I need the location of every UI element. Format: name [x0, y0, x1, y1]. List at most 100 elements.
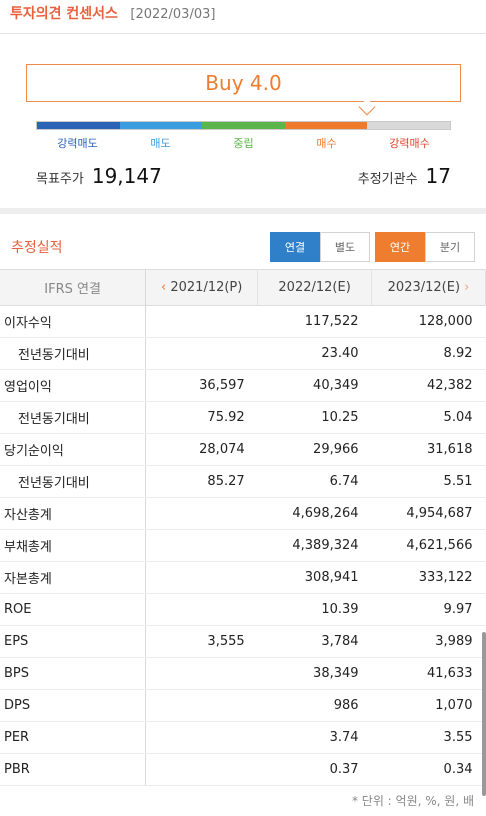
- scale-label: 강력매도: [57, 137, 98, 150]
- row-label: 전년동기대비: [0, 465, 147, 498]
- scale-label: 중립: [233, 137, 254, 150]
- row-label: 이자수익: [0, 305, 147, 338]
- row-label: ROE: [0, 593, 147, 626]
- table-cell: 0.37: [257, 753, 372, 786]
- tab-annual[interactable]: 연간: [375, 232, 425, 262]
- scale-segment: [202, 122, 285, 129]
- tab-separate[interactable]: 별도: [320, 232, 370, 262]
- row-label: EPS: [0, 625, 147, 658]
- row-label: 전년동기대비: [0, 401, 147, 434]
- table-cell: 5.51: [371, 465, 486, 498]
- table-cell: 31,618: [371, 433, 486, 466]
- column-2022: 2022/12(E): [257, 269, 373, 306]
- table-cell: 28,074: [145, 433, 258, 466]
- row-label: 부채총계: [0, 529, 147, 562]
- column-2022-label: 2022/12(E): [278, 280, 351, 295]
- table-cell: [145, 561, 258, 594]
- opinion-scale-labels: 강력매도 매도 중립 매수 강력매수: [36, 135, 451, 151]
- table-row: 전년동기대비 85.27 6.74 5.51: [0, 465, 486, 498]
- basis-toggle: 연결 별도: [270, 232, 370, 262]
- table-header-row: IFRS 연결 ‹ 2021/12(P) 2022/12(E) 2023/12(…: [0, 269, 486, 306]
- table-corner: IFRS 연결: [0, 269, 147, 306]
- table-cell: [145, 657, 258, 690]
- scale-label: 매도: [150, 137, 171, 150]
- analyst-count-value: 17: [425, 164, 451, 188]
- table-cell: 3,784: [257, 625, 372, 658]
- table-cell: 85.27: [145, 465, 258, 498]
- table-row: PER 3.74 3.55: [0, 721, 486, 754]
- target-price: 목표주가 19,147: [36, 164, 162, 188]
- estimates-title: 추정실적: [11, 240, 63, 256]
- scrollbar[interactable]: [482, 632, 486, 796]
- table-cell: 128,000: [371, 305, 486, 338]
- table-cell: [145, 593, 258, 626]
- table-row: PBR 0.37 0.34: [0, 753, 486, 786]
- table-cell: 3,555: [145, 625, 258, 658]
- row-label: 자산총계: [0, 497, 147, 530]
- column-2021-label: 2021/12(P): [170, 280, 243, 295]
- estimates-table: IFRS 연결 ‹ 2021/12(P) 2022/12(E) 2023/12(…: [0, 269, 486, 786]
- table-row: 영업이익 36,597 40,349 42,382: [0, 369, 486, 402]
- tab-consolidated[interactable]: 연결: [270, 232, 320, 262]
- table-cell: [145, 529, 258, 562]
- table-cell: 8.92: [371, 337, 486, 370]
- target-price-value: 19,147: [91, 164, 162, 188]
- table-cell: [145, 753, 258, 786]
- table-cell: 0.34: [371, 753, 486, 786]
- consensus-header: 투자의견 컨센서스 [2022/03/03]: [0, 0, 486, 33]
- chevron-left-icon[interactable]: ‹: [161, 280, 167, 295]
- table-row: 자본총계 308,941 333,122: [0, 561, 486, 594]
- estimates-header: 추정실적 연결 별도 연간 분기: [0, 214, 486, 268]
- consensus-date: [2022/03/03]: [130, 7, 216, 22]
- table-cell: [145, 689, 258, 722]
- table-cell: 308,941: [257, 561, 372, 594]
- table-row: 당기순이익 28,074 29,966 31,618: [0, 433, 486, 466]
- period-toggle: 연간 분기: [375, 232, 475, 262]
- table-cell: 4,954,687: [371, 497, 486, 530]
- table-row: 이자수익 117,522 128,000: [0, 305, 486, 338]
- table-cell: 41,633: [371, 657, 486, 690]
- table-cell: 117,522: [257, 305, 372, 338]
- table-cell: 986: [257, 689, 372, 722]
- section-divider: [0, 208, 486, 214]
- table-cell: 1,070: [371, 689, 486, 722]
- row-label: 자본총계: [0, 561, 147, 594]
- table-cell: 75.92: [145, 401, 258, 434]
- row-label: 전년동기대비: [0, 337, 147, 370]
- analyst-count-label: 추정기관수: [357, 172, 418, 187]
- target-price-label: 목표주가: [36, 172, 84, 187]
- chevron-right-icon[interactable]: ›: [464, 280, 470, 295]
- table-cell: 5.04: [371, 401, 486, 434]
- scale-label: 강력매수: [389, 137, 430, 150]
- analyst-count: 추정기관수 17: [358, 164, 451, 188]
- consensus-panel: Buy 4.0 강력매도 매도 중립 매수 강력매수 목표주가 19,147 추정기관수…: [0, 33, 486, 208]
- table-cell: [145, 337, 258, 370]
- unit-note: * 단위 : 억원, %, 원, 배: [351, 794, 474, 808]
- investment-opinion: Buy 4.0: [26, 64, 461, 102]
- table-cell: 42,382: [371, 369, 486, 402]
- consensus-title: 투자의견 컨센서스: [10, 6, 118, 22]
- table-cell: 4,698,264: [257, 497, 372, 530]
- table-cell: 40,349: [257, 369, 372, 402]
- table-cell: 333,122: [371, 561, 486, 594]
- table-cell: 10.39: [257, 593, 372, 626]
- table-row: EPS 3,555 3,784 3,989: [0, 625, 486, 658]
- row-label: PBR: [0, 753, 147, 786]
- scale-segment: [37, 122, 120, 129]
- table-cell: 6.74: [257, 465, 372, 498]
- opinion-scale-bar: [36, 121, 451, 130]
- tab-quarterly[interactable]: 분기: [425, 232, 475, 262]
- scale-label: 매수: [316, 137, 337, 150]
- row-label: 영업이익: [0, 369, 147, 402]
- table-row: BPS 38,349 41,633: [0, 657, 486, 690]
- column-2021: ‹ 2021/12(P): [145, 269, 259, 306]
- table-cell: 23.40: [257, 337, 372, 370]
- table-cell: 38,349: [257, 657, 372, 690]
- table-cell: 10.25: [257, 401, 372, 434]
- table-cell: 4,621,566: [371, 529, 486, 562]
- table-cell: [145, 305, 258, 338]
- table-row: ROE 10.39 9.97: [0, 593, 486, 626]
- table-row: 자산총계 4,698,264 4,954,687: [0, 497, 486, 530]
- row-label: BPS: [0, 657, 147, 690]
- table-cell: 3,989: [371, 625, 486, 658]
